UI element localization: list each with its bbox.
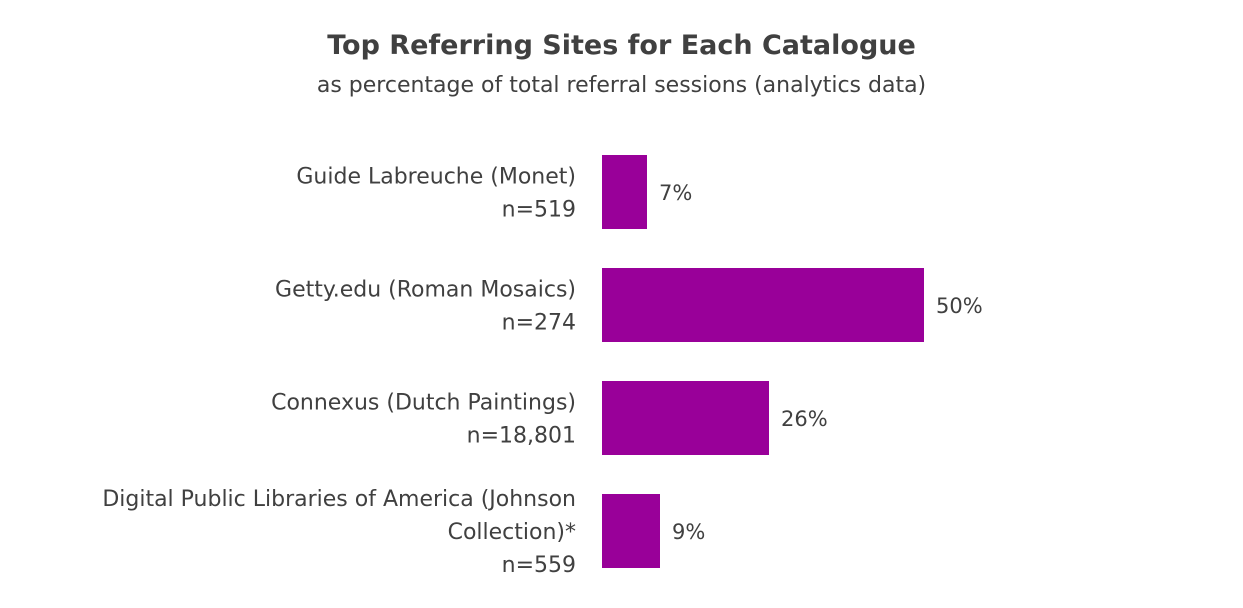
sample-size-label-2: n=274 [502,311,576,336]
value-label-4: 9% [672,520,705,544]
category-label-2: Getty.edu (Roman Mosaics) [275,278,576,303]
chart-subtitle: as percentage of total referral sessions… [316,73,927,98]
value-label-1: 7% [659,181,692,205]
category-label-1: Guide Labreuche (Monet) [296,165,576,190]
value-label-3: 26% [781,407,828,431]
category-label-4-line-1: Digital Public Libraries of America (Joh… [102,487,576,512]
bar-1 [602,155,647,229]
sample-size-label-4: n=559 [502,553,576,578]
category-label-4-line-2: Collection)* [448,520,576,545]
bar-3 [602,381,769,455]
chart-title: Top Referring Sites for Each Catalogue [327,30,916,61]
sample-size-label-3: n=18,801 [467,424,576,449]
bar-2 [602,268,924,342]
value-label-2: 50% [936,294,983,318]
bar-4 [602,494,660,568]
sample-size-label-1: n=519 [502,198,576,223]
category-label-3: Connexus (Dutch Paintings) [271,391,576,416]
